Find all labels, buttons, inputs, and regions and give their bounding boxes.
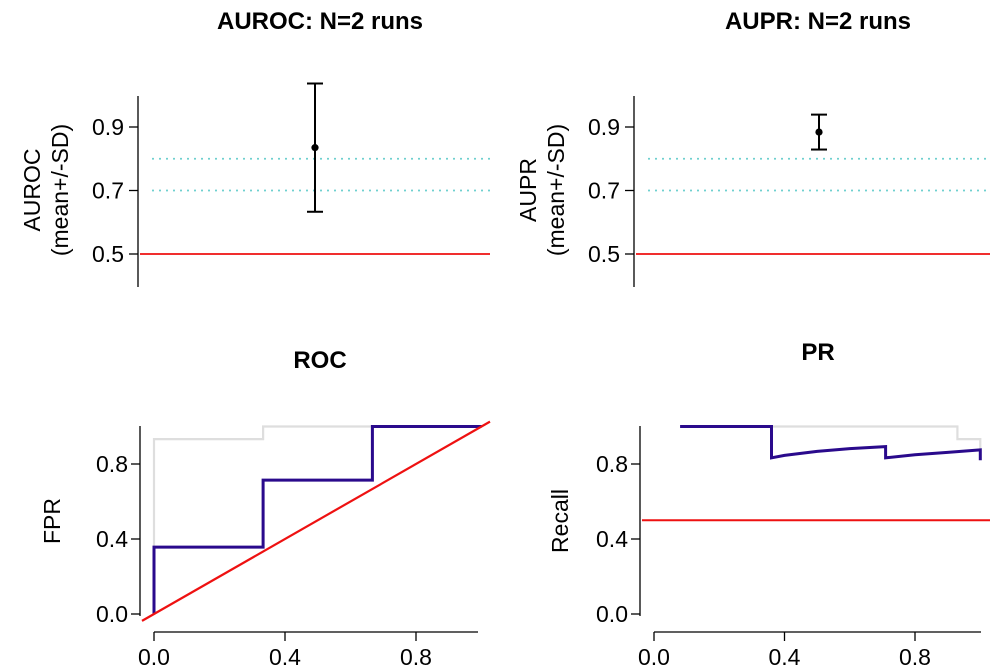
auroc-ylabel-line1: AUROC	[19, 148, 45, 231]
aupr-plot-area: 0.5 0.7 0.9	[588, 96, 990, 287]
pr-y-tick-label-0: 0.0	[596, 601, 628, 627]
pr-x-tick-label-1: 0.4	[769, 644, 801, 670]
roc-x-tick-label-2: 0.8	[400, 644, 432, 670]
roc-x-tick-label-0: 0.0	[138, 644, 170, 670]
auroc-title: AUROC: N=2 runs	[217, 8, 423, 35]
pr-series-1	[680, 425, 982, 461]
auroc-mean-point	[311, 144, 319, 152]
pr-panel: PR 0.0 0.4 0.8 0.0 0.4 0.8 Recall	[547, 339, 990, 670]
pr-plot-area: 0.0 0.4 0.8 0.0 0.4 0.8	[596, 425, 990, 670]
pr-y-tick-label-2: 0.8	[596, 451, 628, 477]
aupr-mean-point	[815, 128, 823, 136]
roc-diagonal-line	[141, 420, 491, 622]
roc-y-tick-label-0: 0.0	[96, 601, 128, 627]
auroc-y-tick-label-0: 0.5	[92, 241, 124, 267]
roc-y-tick-label-2: 0.8	[96, 451, 128, 477]
roc-plot-area: 0.0 0.4 0.8 0.0 0.4 0.8	[96, 420, 491, 670]
aupr-y-tick-label-0: 0.5	[588, 241, 620, 267]
roc-series-0	[152, 425, 482, 614]
aupr-title: AUPR: N=2 runs	[725, 8, 911, 35]
aupr-panel: AUPR: N=2 runs 0.5 0.7 0.9 AUPR (mean+/-SD…	[515, 8, 990, 287]
auroc-ylabel-line2: (mean+/-SD)	[47, 124, 73, 256]
aupr-ylabel-line1: AUPR	[515, 158, 541, 222]
roc-ylabel: FPR	[39, 498, 65, 544]
aupr-y-tick-label-1: 0.7	[588, 178, 620, 204]
auroc-plot-area: 0.5 0.7 0.9	[92, 82, 490, 287]
pr-y-tick-label-1: 0.4	[596, 526, 628, 552]
pr-title: PR	[801, 339, 834, 366]
auroc-y-tick-label-1: 0.7	[92, 178, 124, 204]
pr-x-tick-label-2: 0.8	[899, 644, 931, 670]
roc-y-tick-label-1: 0.4	[96, 526, 128, 552]
roc-title: ROC	[293, 347, 346, 374]
auroc-y-tick-label-2: 0.9	[92, 114, 124, 140]
pr-x-tick-label-0: 0.0	[638, 644, 670, 670]
aupr-ylabel-line2: (mean+/-SD)	[543, 124, 569, 256]
aupr-y-tick-label-2: 0.9	[588, 114, 620, 140]
roc-panel: ROC 0.0 0.4 0.8 0.0 0.4 0.8 FPR	[39, 347, 491, 670]
roc-x-tick-label-1: 0.4	[269, 644, 301, 670]
pr-series-0	[680, 425, 982, 449]
roc-series-1	[152, 425, 482, 614]
auroc-panel: AUROC: N=2 runs 0.5 0.7 0.9 AUROC (mean+/-…	[19, 8, 490, 287]
pr-ylabel: Recall	[547, 489, 573, 553]
